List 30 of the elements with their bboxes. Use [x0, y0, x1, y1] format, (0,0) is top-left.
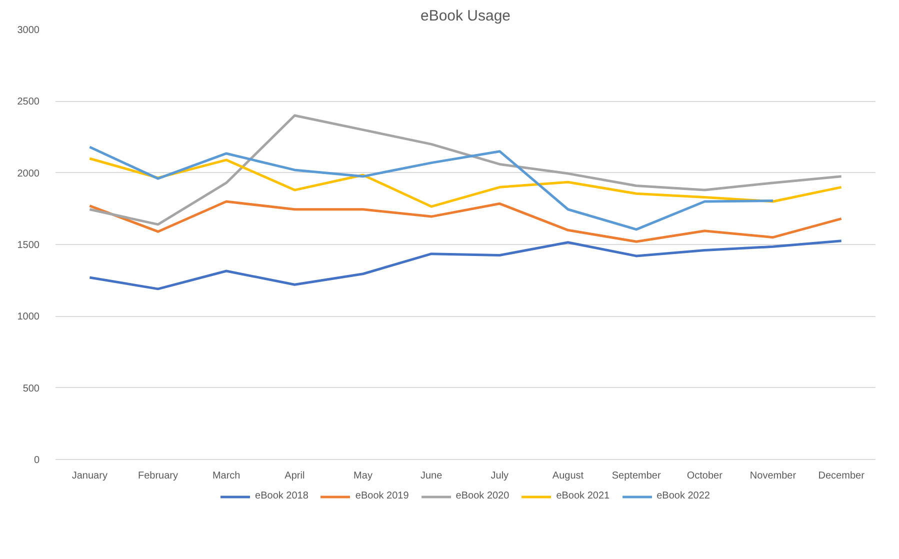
y-tick-label: 1000 [17, 312, 40, 323]
legend-label: eBook 2018 [255, 490, 308, 502]
y-tick-label: 0 [34, 455, 40, 466]
x-tick-label: March [212, 470, 240, 482]
y-tick-label: 500 [22, 383, 40, 394]
legend-label: eBook 2022 [656, 490, 710, 502]
x-tick-label: April [284, 470, 305, 482]
x-tick-label: December [818, 470, 866, 482]
x-tick-label: January [72, 470, 108, 482]
y-tick-label: 3000 [17, 25, 40, 36]
y-tick-label: 2000 [17, 168, 40, 180]
line-series [88, 157, 843, 208]
x-tick-label: October [686, 470, 724, 482]
legend-label: eBook 2019 [355, 490, 409, 502]
line-series [88, 240, 843, 290]
line-series [88, 146, 774, 231]
legend-label: eBook 2020 [456, 490, 510, 502]
line-series [88, 114, 843, 226]
x-tick-label: July [490, 470, 509, 482]
y-tick-label: 1500 [17, 240, 40, 251]
line-series [88, 200, 843, 243]
x-tick-label: August [552, 470, 584, 482]
x-tick-label: May [354, 470, 372, 482]
x-tick-label: September [612, 470, 662, 482]
y-tick-label: 2500 [17, 96, 40, 108]
chart-title: eBook Usage [420, 8, 511, 24]
x-tick-label: June [420, 470, 443, 482]
x-tick-label: November [750, 470, 797, 482]
x-tick-label: February [138, 470, 178, 482]
legend-label: eBook 2021 [556, 490, 610, 502]
